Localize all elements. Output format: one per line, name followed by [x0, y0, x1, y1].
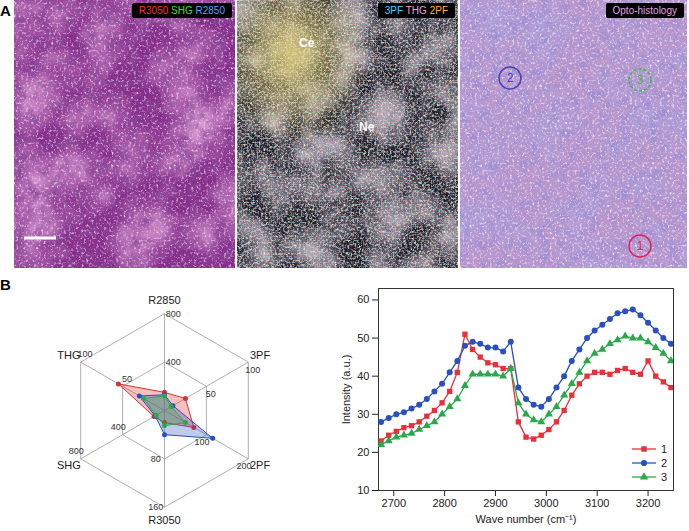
svg-text:SHG: SHG: [57, 459, 81, 471]
svg-text:800: 800: [69, 446, 84, 456]
html-text:B: B: [0, 276, 11, 293]
svg-text:50: 50: [122, 374, 132, 384]
svg-text:50: 50: [206, 389, 216, 399]
html-text:R3050 SHG R2850: R3050 SHG R2850: [138, 5, 225, 16]
svg-text:3PF: 3PF: [250, 349, 270, 361]
svg-text:3200: 3200: [636, 497, 660, 509]
svg-text:160: 160: [148, 502, 163, 512]
html-text:3PF THG 2PF: 3PF THG 2PF: [384, 5, 448, 16]
svg-text:80: 80: [151, 454, 161, 464]
html-text:3: 3: [636, 73, 644, 87]
svg-text:3100: 3100: [585, 497, 609, 509]
html-text:A: A: [0, 2, 11, 19]
svg-text:R3050: R3050: [148, 514, 180, 526]
svg-text:40: 40: [357, 370, 369, 382]
html-text:2: 2: [660, 457, 667, 469]
svg-text:2800: 2800: [432, 497, 456, 509]
svg-text:2700: 2700: [382, 497, 406, 509]
svg-text:3000: 3000: [534, 497, 558, 509]
svg-text:2900: 2900: [483, 497, 507, 509]
html-text:1: 1: [636, 239, 644, 253]
svg-text:400: 400: [111, 422, 126, 432]
svg-text:20: 20: [357, 446, 369, 458]
svg-text:100: 100: [245, 365, 260, 375]
html-text:2: 2: [506, 71, 514, 85]
svg-text:Intensity (a.u.): Intensity (a.u.): [340, 355, 352, 425]
svg-text:10: 10: [357, 484, 369, 496]
svg-text:R2850: R2850: [148, 294, 180, 306]
html-text:Opto-histology: Opto-histology: [612, 5, 677, 16]
svg-text:Wave number (cm⁻¹): Wave number (cm⁻¹): [476, 513, 577, 525]
html-text:1: 1: [660, 443, 667, 455]
svg-text:400: 400: [166, 357, 181, 367]
svg-text:100: 100: [195, 437, 210, 447]
svg-text:60: 60: [357, 293, 369, 305]
svg-text:2PF: 2PF: [250, 459, 270, 471]
html-text:3: 3: [660, 471, 667, 483]
html-text:Ne: Ne: [359, 120, 375, 134]
svg-text:100: 100: [78, 349, 93, 359]
svg-text:800: 800: [166, 309, 181, 319]
svg-text:30: 30: [357, 408, 369, 420]
html-text:Ce: Ce: [299, 36, 315, 50]
svg-text:THG: THG: [57, 348, 81, 361]
svg-text:50: 50: [357, 332, 369, 344]
svg-text:200: 200: [236, 461, 251, 471]
